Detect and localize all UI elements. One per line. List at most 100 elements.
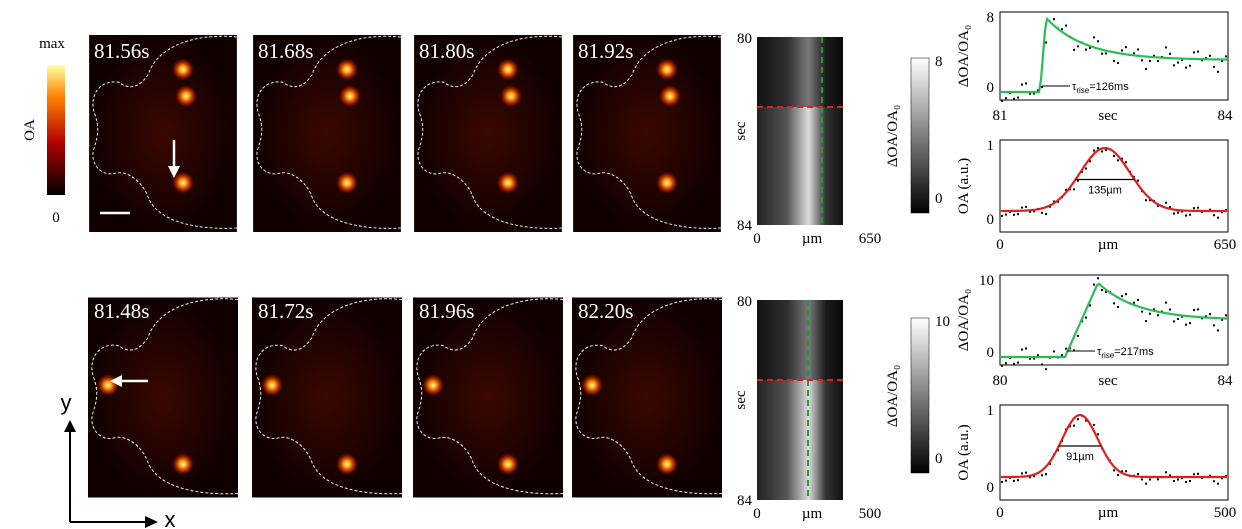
colorbar-label: OA bbox=[22, 119, 38, 141]
noise-dot bbox=[1117, 306, 1119, 308]
noise-dot bbox=[1217, 217, 1219, 219]
tick-label: 84 bbox=[737, 493, 753, 509]
tick-label: 81 bbox=[993, 108, 1008, 124]
tick-label: 10 bbox=[935, 314, 950, 330]
tick-label: 84 bbox=[1218, 373, 1234, 389]
image-frame bbox=[414, 35, 562, 232]
image-frame bbox=[252, 298, 402, 498]
noise-dot bbox=[1065, 348, 1067, 350]
noise-dot bbox=[1013, 363, 1015, 365]
noise-dot bbox=[1017, 213, 1019, 215]
noise-dot bbox=[1105, 52, 1107, 54]
noise-dot bbox=[1157, 478, 1159, 480]
noise-dot bbox=[1053, 18, 1055, 20]
noise-dot bbox=[1189, 480, 1191, 482]
noise-dot bbox=[1025, 347, 1027, 349]
noise-dot bbox=[1101, 53, 1103, 55]
annotation-subscript: rise bbox=[1076, 86, 1089, 95]
tick-label: 0 bbox=[987, 480, 995, 496]
tick-label: 0 bbox=[935, 191, 943, 207]
noise-dot bbox=[1213, 66, 1215, 68]
axis-label: ΔOA/OA₀ bbox=[956, 25, 972, 87]
noise-dot bbox=[1193, 51, 1195, 53]
noise-dot bbox=[1225, 55, 1227, 57]
timestamp: 81.48s bbox=[94, 299, 149, 323]
noise-dot bbox=[1149, 479, 1151, 481]
colorbar bbox=[911, 318, 929, 473]
noise-dot bbox=[1013, 480, 1015, 482]
noise-dot bbox=[1133, 52, 1135, 54]
noise-dot bbox=[1065, 25, 1067, 27]
colorbar-label: ΔOA/OA₀ bbox=[885, 365, 901, 427]
noise-dot bbox=[1025, 82, 1027, 84]
noise-dot bbox=[1197, 308, 1199, 310]
noise-dot bbox=[1017, 97, 1019, 99]
annotation-subscript: rise bbox=[1101, 351, 1114, 360]
noise-dot bbox=[1185, 481, 1187, 483]
noise-dot bbox=[1189, 214, 1191, 216]
noise-dot bbox=[1101, 150, 1103, 152]
noise-dot bbox=[1045, 213, 1047, 215]
axis-label: sec bbox=[733, 121, 749, 140]
plot-frame bbox=[1000, 405, 1228, 500]
hot-spot bbox=[500, 85, 522, 107]
timestamp: 81.80s bbox=[419, 39, 474, 63]
noise-dot bbox=[1193, 473, 1195, 475]
noise-dot bbox=[1041, 474, 1043, 476]
hot-spot bbox=[336, 58, 358, 80]
noise-dot bbox=[1001, 100, 1003, 102]
noise-dot bbox=[1113, 155, 1115, 157]
tick-label: 0 bbox=[987, 212, 995, 228]
hot-spot bbox=[172, 58, 194, 80]
noise-dot bbox=[1001, 365, 1003, 367]
noise-dot bbox=[1093, 284, 1095, 286]
tick-label: 0 bbox=[996, 505, 1004, 521]
tick-label: 0 bbox=[987, 345, 995, 361]
axis-label: sec bbox=[1098, 108, 1117, 124]
tick-label: 650 bbox=[1214, 237, 1237, 253]
noise-dot bbox=[1217, 329, 1219, 331]
noise-dot bbox=[1157, 314, 1159, 316]
noise-dot bbox=[1073, 49, 1075, 51]
noise-dot bbox=[1177, 212, 1179, 214]
noise-dot bbox=[1145, 320, 1147, 322]
noise-dot bbox=[1077, 418, 1079, 420]
noise-dot bbox=[1125, 46, 1127, 48]
noise-dot bbox=[1073, 425, 1075, 427]
noise-dot bbox=[1093, 424, 1095, 426]
tick-label: 0 bbox=[996, 237, 1004, 253]
image-frame bbox=[413, 298, 563, 498]
hot-spot bbox=[336, 453, 358, 475]
hot-spot bbox=[497, 453, 519, 475]
kymograph-dark bbox=[757, 37, 843, 107]
timestamp: 82.20s bbox=[578, 299, 633, 323]
noise-dot bbox=[1053, 350, 1055, 352]
axis-label: µm bbox=[1098, 237, 1119, 253]
noise-dot bbox=[1193, 207, 1195, 209]
colorbar-max: max bbox=[39, 36, 65, 52]
axis-label: OA (a.u.) bbox=[956, 158, 972, 214]
colorbar-bar bbox=[47, 65, 65, 195]
tick-label: 0 bbox=[987, 80, 995, 96]
noise-dot bbox=[1197, 51, 1199, 53]
hot-spot bbox=[172, 453, 194, 475]
axis-label: sec bbox=[733, 390, 749, 409]
fit-curve bbox=[1001, 415, 1227, 477]
panels: 8084sec0µm65080ΔOA/OA₀ΔOA/OA₀8081sec84OA… bbox=[733, 10, 1236, 522]
noise-dot bbox=[1045, 473, 1047, 475]
axis-label: sec bbox=[1098, 373, 1117, 389]
tick-label: 80 bbox=[737, 31, 752, 47]
noise-dot bbox=[1197, 207, 1199, 209]
colorbar-label: ΔOA/OA₀ bbox=[885, 105, 901, 167]
annotation: 91µm bbox=[1066, 451, 1094, 463]
tick-label: 8 bbox=[935, 54, 943, 70]
noise-dot bbox=[1125, 470, 1127, 472]
annotation: τrise=126ms bbox=[1072, 81, 1129, 95]
noise-dot bbox=[1173, 320, 1175, 322]
noise-dot bbox=[1117, 159, 1119, 161]
noise-dot bbox=[1137, 299, 1139, 301]
noise-dot bbox=[1217, 483, 1219, 485]
tick-label: 1 bbox=[987, 403, 995, 419]
noise-dot bbox=[1113, 302, 1115, 304]
